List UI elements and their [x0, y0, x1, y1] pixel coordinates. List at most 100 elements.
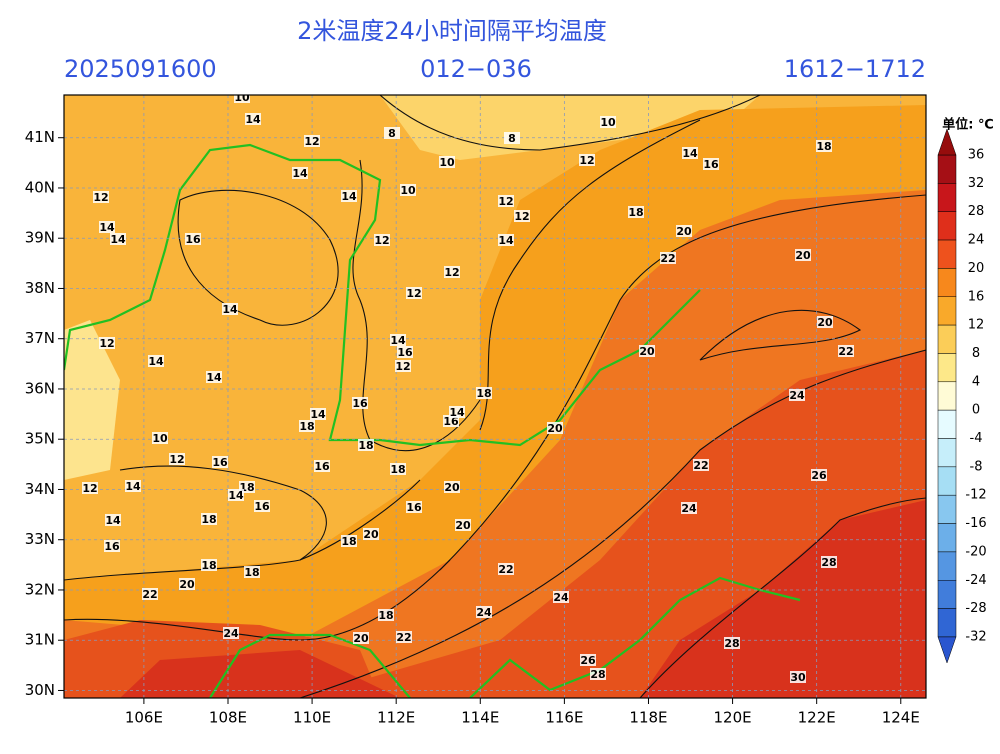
label-box [384, 127, 400, 139]
contour-label: 14 [228, 489, 244, 502]
contour-label: 14 [292, 167, 308, 180]
label-box [206, 371, 222, 383]
label-box [838, 345, 854, 357]
label-box [498, 563, 514, 575]
contour-label: 8 [388, 127, 396, 140]
label-box [821, 556, 837, 568]
contour-label: 24 [789, 389, 805, 402]
contour-label: 16 [406, 501, 422, 514]
x-tick-label: 106E [125, 709, 163, 727]
color-swatch [937, 353, 957, 383]
contour-label: 18 [201, 513, 216, 526]
label-box [110, 233, 126, 245]
contour-label: 18 [201, 559, 216, 572]
x-tick-label: 120E [714, 709, 752, 727]
label-box [476, 606, 492, 618]
color-swatch [937, 608, 957, 638]
colorbar-label: 20 [968, 261, 985, 276]
contour-label: 22 [142, 588, 157, 601]
label-box [396, 631, 412, 643]
contour-label: 14 [222, 303, 238, 316]
y-tick-label: 36N [25, 379, 55, 397]
label-box [228, 489, 244, 501]
contour-label: 12 [82, 482, 97, 495]
label-box [817, 316, 833, 328]
axes: 106E 108E 110E 112E 114E 116E 118E 120E 122E 124E… [25, 128, 920, 726]
contour-label: 16 [703, 158, 719, 171]
label-box [201, 513, 217, 525]
color-swatch [937, 239, 957, 269]
colorbar-label: -24 [965, 573, 986, 588]
label-box [811, 469, 827, 481]
contour-label: 12 [395, 360, 410, 373]
label-box [455, 519, 471, 531]
contour-label: 20 [795, 249, 811, 262]
contour-label: 20 [639, 345, 655, 358]
x-tick-label: 110E [293, 709, 331, 727]
colorbar-label: 4 [972, 374, 980, 389]
contour-label: 12 [444, 266, 459, 279]
contour-line [699, 309, 862, 361]
label-box [245, 113, 261, 125]
contour-label: 10 [400, 184, 416, 197]
contour-label: 20 [676, 225, 692, 238]
label-box [185, 233, 201, 245]
init-time: 2025091600 [64, 55, 217, 83]
contour-label: 12 [93, 191, 108, 204]
contour-label: 26 [811, 469, 827, 482]
x-tick-label: 112E [377, 709, 415, 727]
color-swatch [937, 381, 957, 411]
contour-label: 18 [378, 609, 393, 622]
label-box [449, 406, 465, 418]
color-swatch [937, 523, 957, 553]
label-box [105, 514, 121, 526]
contour-label: 20 [179, 578, 195, 591]
label-box [353, 632, 369, 644]
contour-label: 16 [212, 456, 228, 469]
label-box [374, 234, 390, 246]
label-box [125, 480, 141, 492]
label-box [397, 346, 413, 358]
hottest-field [640, 500, 926, 698]
contour-label: 28 [590, 668, 605, 681]
contour-label: 14 [99, 221, 115, 234]
colorbar-label: -28 [965, 601, 986, 616]
contour-label: 20 [547, 422, 563, 435]
colorbar: 36 32 28 24 20 16 12 8 4 0 -4 -8 -12 -16 -20 -24 -28 -32 [937, 128, 987, 664]
label-box [378, 609, 394, 621]
contour-label: 16 [397, 346, 413, 359]
label-box [390, 334, 406, 346]
label-box [660, 252, 676, 264]
contour-line [119, 465, 327, 561]
y-tick-label: 33N [25, 530, 55, 548]
contour-label: 24 [476, 606, 492, 619]
color-swatch [937, 438, 957, 468]
lead-time: 012−036 [420, 55, 532, 83]
contour-label: 18 [299, 420, 314, 433]
x-tick-label: 118E [629, 709, 667, 727]
label-box [390, 463, 406, 475]
contour-label: 12 [169, 453, 184, 466]
y-tick-label: 30N [25, 681, 55, 699]
contour-line [64, 479, 421, 581]
label-box [169, 453, 185, 465]
contour-label: 16 [443, 415, 459, 428]
label-box [310, 408, 326, 420]
contour-label: 18 [341, 535, 356, 548]
label-box [352, 397, 368, 409]
color-swatch [937, 268, 957, 297]
colorbar-label: 0 [972, 403, 980, 418]
contour-label: 20 [444, 481, 460, 494]
contour-label: 16 [314, 460, 330, 473]
label-box [553, 591, 569, 603]
y-tick-label: 35N [25, 430, 55, 448]
label-box [395, 360, 411, 372]
label-box [223, 627, 239, 639]
colorbar-label: -8 [970, 459, 983, 474]
contour-line [379, 95, 761, 151]
contour-label: 10 [439, 156, 455, 169]
contour-label: 16 [254, 500, 270, 513]
